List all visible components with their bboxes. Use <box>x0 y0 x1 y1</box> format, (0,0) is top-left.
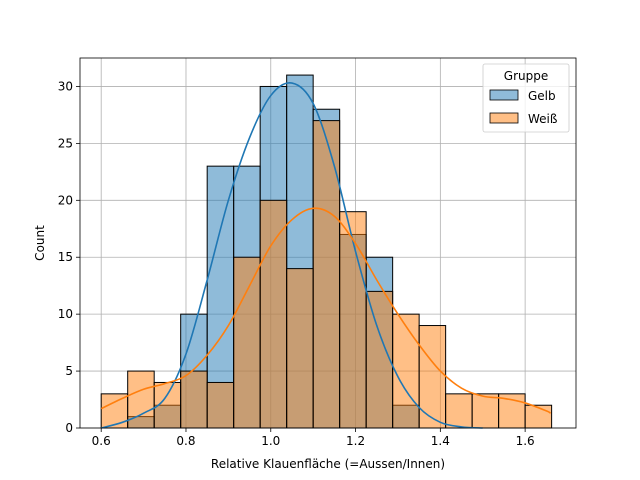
weiss-bar <box>233 256 261 429</box>
weiss-bar <box>392 313 420 429</box>
y-tick-label: 0 <box>65 421 73 435</box>
legend-title: Gruppe <box>504 69 548 83</box>
legend-swatch-gelb <box>489 89 519 101</box>
y-tick-label: 5 <box>65 364 73 378</box>
legend-swatch-weiss <box>489 112 519 124</box>
x-tick-label: 0.8 <box>176 434 195 448</box>
x-axis-ticks: 0.6 0.8 1.0 1.2 1.4 1.6 <box>92 428 535 448</box>
y-tick-label: 30 <box>58 79 73 93</box>
weiss-bar <box>471 393 500 429</box>
legend-label-gelb: Gelb <box>528 89 556 103</box>
plot-frame <box>79 57 577 429</box>
weiss-bar <box>418 325 447 429</box>
x-axis-label: Relative Klauenfläche (=Aussen/Innen) <box>211 457 445 471</box>
weiss-bar <box>524 404 553 429</box>
weiss-bar <box>286 268 314 429</box>
y-tick-label: 20 <box>58 193 73 207</box>
x-tick-label: 1.2 <box>346 434 365 448</box>
weiss-bar <box>312 120 341 429</box>
x-tick-label: 1.6 <box>516 434 535 448</box>
legend: Gruppe Gelb Weiß <box>482 63 570 133</box>
y-tick-label: 15 <box>58 250 73 264</box>
weiss-bar <box>100 393 129 429</box>
x-tick-label: 0.6 <box>92 434 111 448</box>
weiss-bar <box>445 393 473 429</box>
weiss-bar <box>206 381 235 429</box>
y-tick-label: 25 <box>58 136 73 150</box>
weiss-bar <box>259 199 288 429</box>
x-tick-label: 1.0 <box>261 434 280 448</box>
weiss-kde-line <box>100 207 551 414</box>
weiss-bar <box>365 290 394 429</box>
weiss-bar <box>180 370 208 429</box>
weiss-bar <box>339 211 367 429</box>
y-axis-label: Count <box>33 225 47 261</box>
x-tick-label: 1.4 <box>431 434 450 448</box>
legend-label-weiss: Weiß <box>528 112 558 126</box>
y-tick-label: 10 <box>58 307 73 321</box>
y-axis-ticks: 0 5 10 15 20 25 30 <box>58 79 80 435</box>
gelb-kde-line <box>100 82 483 429</box>
kde-curves <box>100 82 551 429</box>
